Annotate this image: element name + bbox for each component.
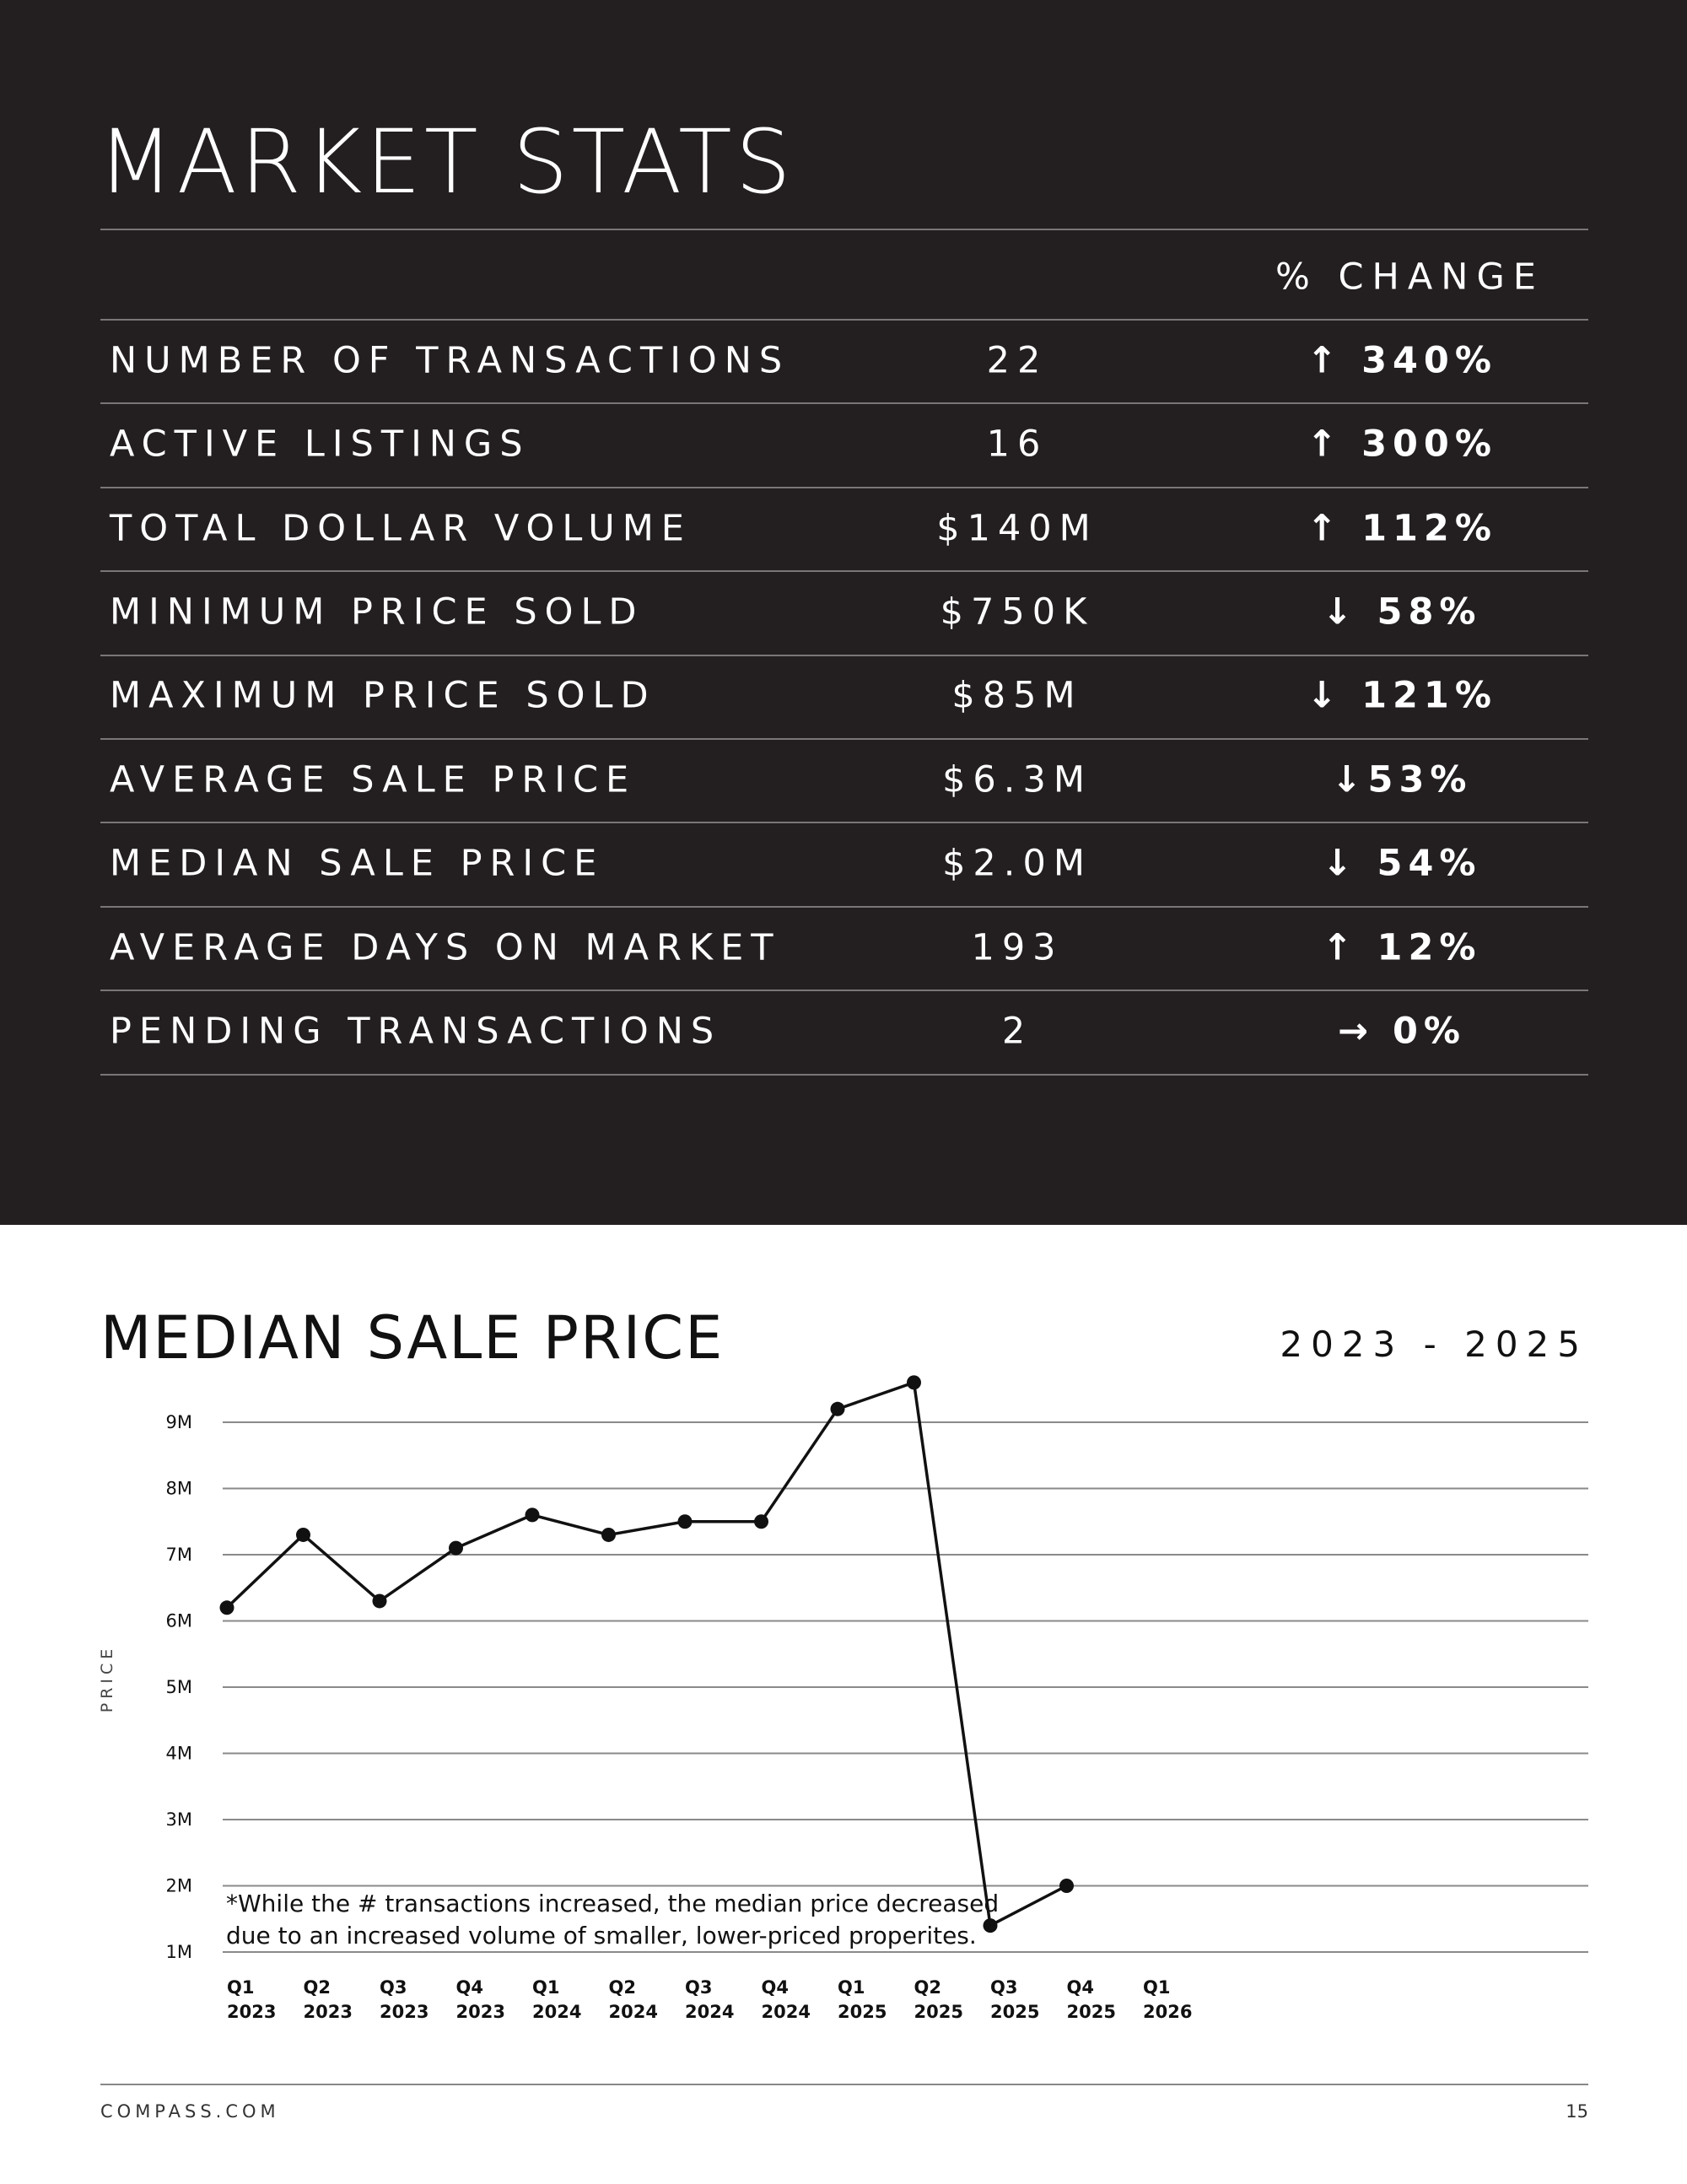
row-label: NUMBER OF TRANSACTIONS [110,339,790,382]
row-change: ↓ 54% [1322,842,1482,885]
x-tick-label: Q4 2025 [1066,1977,1116,2022]
divider [100,229,1588,230]
point [296,1527,310,1542]
x-tick-label: Q2 2023 [303,1977,353,2022]
row-label: MINIMUM PRICE SOLD [110,590,644,634]
x-tick-label: Q2 2025 [914,1977,963,2022]
chart-title: MEDIAN SALE PRICE [100,1303,724,1372]
x-tick-label: Q3 2024 [685,1977,735,2022]
row-change: ↑ 112% [1307,507,1497,549]
footer-site: COMPASS.COM [100,2101,280,2122]
point [372,1594,387,1609]
x-tick-label: Q4 2023 [455,1977,505,2022]
row-value: 22 [986,339,1048,382]
divider [100,319,1588,321]
point [219,1600,234,1615]
x-tick-label: Q1 2024 [532,1977,582,2022]
divider [100,570,1588,573]
change-header: % CHANGE [1275,256,1544,299]
row-value: $85M [951,674,1083,717]
stats-panel [0,0,1687,1225]
divider [100,738,1588,740]
row-change: ↓ 58% [1322,590,1482,634]
divider [100,822,1588,824]
y-tick-label: 9M [166,1412,192,1432]
row-value: $2.0M [942,842,1092,885]
divider [100,486,1588,488]
point [677,1514,693,1529]
y-axis-label: PRICE [98,1645,116,1713]
chart-subtitle: 2023 - 2025 [1280,1324,1588,1365]
x-tick-label: Q3 2025 [990,1977,1040,2022]
line [225,1380,1068,1928]
row-label: MAXIMUM PRICE SOLD [110,674,656,717]
row-label: ACTIVE LISTINGS [110,423,531,466]
row-value: $750K [940,590,1095,634]
row-change: ↓ 121% [1307,674,1497,717]
y-tick-label: 3M [166,1809,192,1830]
x-tick-label: Q2 2024 [608,1977,658,2022]
page-title: MARKET STATS [98,111,795,213]
point [1059,1879,1074,1893]
point [601,1527,616,1542]
annotation: due to an increased volume of smaller, l… [226,1922,977,1949]
x-tick-label: Q4 2024 [761,1977,811,2022]
divider [100,654,1588,656]
divider [100,1073,1588,1076]
row-change: ↓53% [1331,758,1473,801]
page-number: 15 [1566,2101,1588,2122]
row-value: 2 [1001,1010,1033,1053]
point [754,1514,768,1529]
row-change: ↑ 12% [1322,926,1482,968]
point [907,1375,921,1390]
annotation: *While the # transactions increased, the… [226,1890,999,1917]
y-tick-label: 8M [166,1479,192,1499]
divider [100,905,1588,908]
point [449,1540,463,1556]
point [830,1401,845,1416]
point [525,1507,540,1523]
divider [100,402,1588,405]
row-change: ↑ 340% [1307,339,1497,382]
row-label: TOTAL DOLLAR VOLUME [110,507,692,549]
row-value: $6.3M [942,758,1092,801]
row-value: 193 [971,926,1064,968]
y-tick-label: 1M [166,1942,192,1962]
y-tick-label: 2M [166,1876,192,1896]
row-change: → 0% [1337,1010,1467,1053]
x-tick-label: Q3 2023 [380,1977,429,2022]
row-value: 16 [986,423,1048,466]
row-label: MEDIAN SALE PRICE [110,842,605,885]
divider [100,990,1588,992]
row-change: ↑ 300% [1307,423,1497,466]
row-label: AVERAGE DAYS ON MARKET [110,926,781,968]
x-tick-label: Q1 2026 [1143,1977,1193,2022]
x-tick-label: Q1 2023 [227,1977,277,2022]
point [983,1918,998,1933]
y-tick-label: 6M [166,1611,192,1631]
row-label: AVERAGE SALE PRICE [110,758,637,801]
row-value: $140M [936,507,1098,549]
y-tick-label: 5M [166,1677,192,1697]
y-tick-label: 7M [166,1545,192,1565]
y-tick-label: 4M [166,1744,192,1764]
x-tick-label: Q1 2025 [838,1977,887,2022]
row-label: PENDING TRANSACTIONS [110,1010,722,1053]
